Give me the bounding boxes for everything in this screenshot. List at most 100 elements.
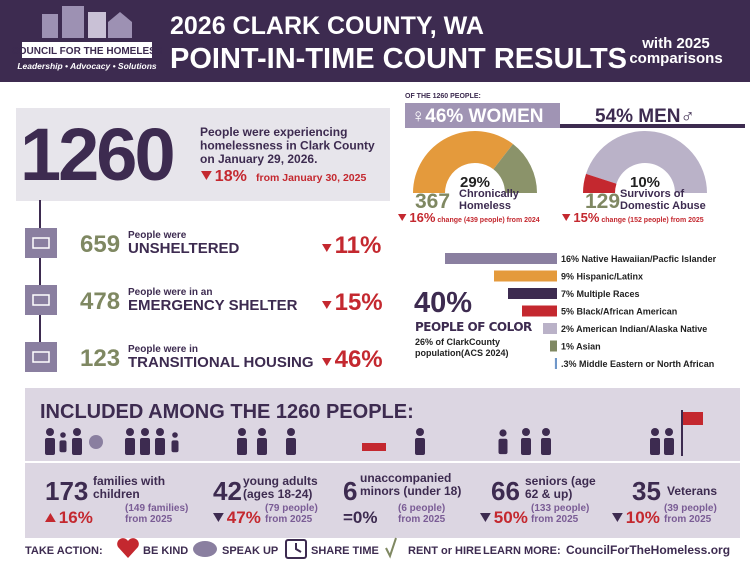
- arrow-up: [45, 513, 56, 522]
- arrow-down: [201, 171, 212, 180]
- arrow-down: [612, 513, 623, 522]
- action: BE KIND: [143, 545, 188, 557]
- item-from: from 2025: [265, 514, 313, 525]
- logo-name: COUNCIL FOR THE HOMELESS: [12, 46, 163, 57]
- item-previous: (6 people): [398, 503, 445, 514]
- gauge-text: Domestic Abuse: [620, 200, 706, 212]
- item-from: from 2025: [125, 514, 173, 525]
- title-line2: POINT-IN-TIME COUNT RESULTS: [170, 43, 627, 75]
- gauge-rest: [586, 130, 707, 193]
- item-count: 35: [632, 476, 661, 506]
- shelter-label-top: People were in an: [128, 287, 212, 298]
- gauge-count: 367: [415, 190, 450, 213]
- gauge-label: 10%: [630, 174, 660, 191]
- item-change: 10%: [626, 508, 660, 527]
- item-count: 173: [45, 476, 88, 506]
- title-line1: 2026 CLARK COUNTY, WA: [170, 12, 484, 40]
- person-icon: [140, 438, 150, 455]
- person-icon: [155, 438, 165, 455]
- person-icon: [238, 428, 246, 436]
- item-label: seniors (age: [525, 474, 596, 488]
- total-text: People were experiencing: [200, 125, 347, 139]
- women-box: [405, 103, 560, 128]
- person-icon: [651, 428, 659, 436]
- gauge-change-note: change (152 people) from 2025: [601, 217, 703, 224]
- race-bar: [543, 323, 557, 334]
- action: RENT or HIRE: [408, 545, 481, 557]
- total-count: 1260: [20, 113, 173, 196]
- total-text: homelessness in Clark County: [200, 139, 375, 153]
- item-change: =0%: [343, 508, 378, 527]
- person-icon: [46, 428, 54, 436]
- person-icon: [172, 432, 178, 438]
- logo-tagline: Leadership • Advocacy • Solutions: [17, 61, 157, 71]
- arrow-down: [398, 214, 407, 221]
- gauge-text: Chronically: [459, 188, 520, 200]
- item-previous: (149 families): [125, 503, 188, 514]
- race-label: .3% Middle Eastern or North African: [561, 359, 714, 369]
- shelter-change: 15%: [335, 289, 383, 316]
- item-previous: (133 people): [531, 503, 589, 514]
- item-count: 66: [491, 476, 520, 506]
- person-icon: [499, 429, 507, 437]
- arrow-down: [480, 513, 491, 522]
- person-icon: [156, 428, 164, 436]
- gauge-count: 129: [585, 190, 620, 213]
- race-label: 16% Native Hawaiian/Pacfic Islander: [561, 254, 717, 264]
- pram-icon: [89, 435, 103, 449]
- person-icon: [664, 438, 674, 455]
- arrow-down: [322, 244, 332, 252]
- logo-box: [22, 42, 152, 58]
- person-icon: [45, 438, 55, 455]
- total-text: on January 29, 2026.: [200, 152, 317, 166]
- race-total-label: PEOPLE OF COLOR: [415, 320, 532, 334]
- gauge-value: [583, 173, 617, 193]
- item-change: 47%: [227, 508, 261, 527]
- arrow-down: [213, 513, 224, 522]
- gauge-change-note: change (439 people) from 2024: [437, 217, 539, 224]
- item-label: 62 & up): [525, 487, 572, 501]
- arrow-down: [322, 358, 332, 366]
- gender-heading: OF THE 1260 PEOPLE:: [405, 93, 481, 100]
- arrow-down: [322, 301, 332, 309]
- race-bar: [445, 253, 557, 264]
- flag-icon: [683, 412, 703, 425]
- subtitle: with 2025: [641, 35, 710, 52]
- person-icon: [125, 438, 135, 455]
- item-previous: (39 people): [664, 503, 717, 514]
- person-icon: [126, 428, 134, 436]
- race-bar: [554, 358, 557, 369]
- men: 54% MEN♂: [595, 106, 695, 127]
- person-icon: [521, 438, 531, 455]
- item-label: (ages 18-24): [243, 487, 312, 501]
- gauge-label: 29%: [460, 174, 490, 191]
- person-icon: [258, 428, 266, 436]
- race-label: 9% Hispanic/Latinx: [561, 272, 643, 282]
- take-action: TAKE ACTION:: [25, 545, 103, 557]
- item-label: young adults: [243, 474, 318, 488]
- icon-glyph: [32, 294, 50, 306]
- shelter-change: 11%: [335, 232, 382, 259]
- included-heading: INCLUDED AMONG THE 1260 PEOPLE:: [40, 401, 414, 423]
- total-change-note: from January 30, 2025: [256, 172, 366, 184]
- logo-houses: [42, 6, 132, 38]
- learn-more: LEARN MORE:: [483, 545, 561, 557]
- gauge-text: Survivors of: [620, 188, 685, 200]
- shelter-label-main: EMERGENCY SHELTER: [128, 297, 298, 314]
- shelter-change: 46%: [335, 346, 383, 373]
- race-bar: [508, 288, 557, 299]
- url: CouncilForTheHomeless.org: [566, 543, 730, 557]
- item-label: children: [93, 487, 140, 501]
- person-icon: [522, 428, 530, 436]
- person-icon: [665, 428, 673, 436]
- race-total: 40%: [414, 287, 472, 319]
- shelter-count: 123: [80, 345, 120, 372]
- item-change: 50%: [494, 508, 528, 527]
- race-label: 7% Multiple Races: [561, 289, 640, 299]
- item-from: from 2025: [398, 514, 446, 525]
- person-icon: [287, 428, 295, 436]
- race-note: 26% of ClarkCounty: [415, 337, 500, 347]
- action: SPEAK UP: [222, 545, 278, 557]
